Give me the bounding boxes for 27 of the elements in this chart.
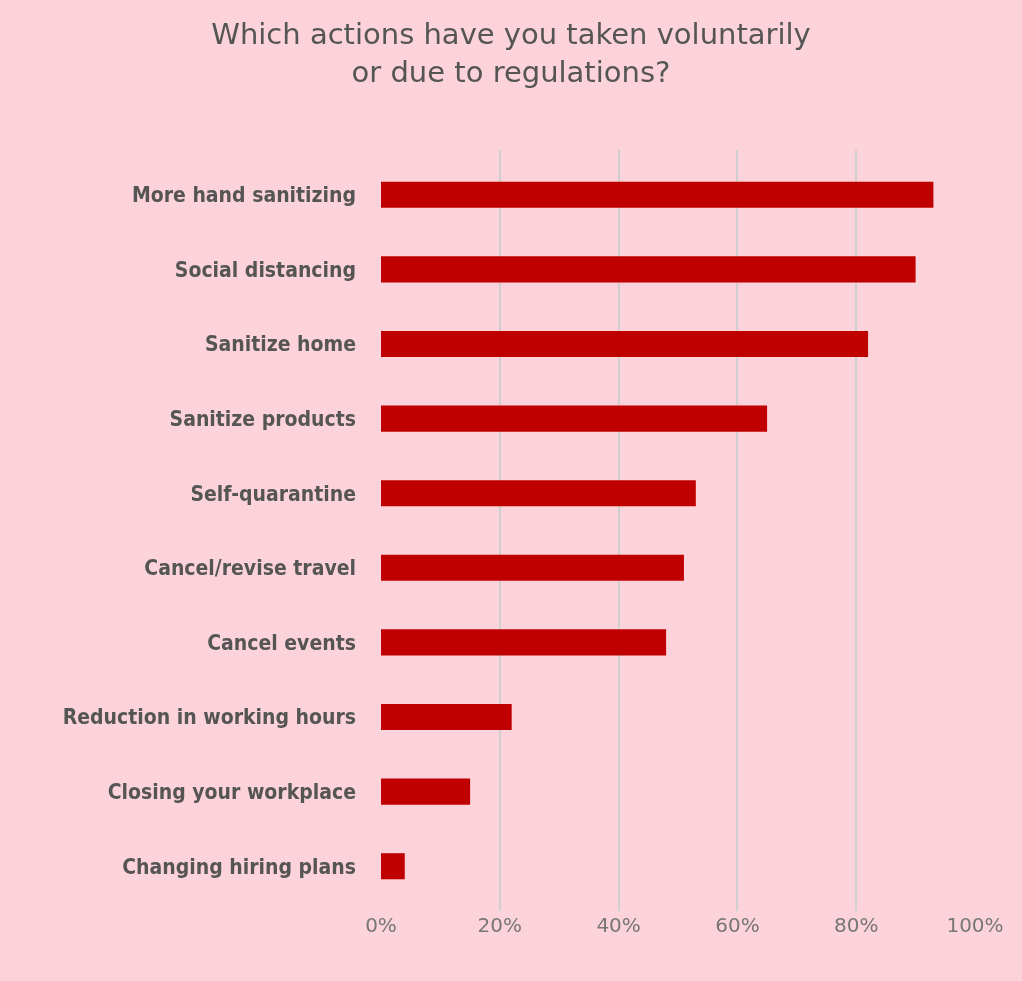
chart-title: Which actions have you taken voluntarily or due to regulations? [211, 17, 811, 89]
x-tick-label: 20% [477, 913, 523, 937]
bar [381, 181, 934, 208]
bar [381, 330, 869, 358]
bar [381, 629, 667, 656]
bar [381, 405, 768, 432]
bar [381, 853, 405, 880]
y-tick-label: Social distancing [174, 257, 356, 282]
y-tick-label: Cancel events [207, 630, 356, 655]
y-tick-label: Reduction in working hours [62, 705, 356, 730]
y-tick-label: Closing your workplace [107, 779, 356, 804]
y-tick-label: Self-quarantine [190, 481, 356, 506]
x-tick-label: 80% [833, 913, 879, 937]
y-tick-label: Sanitize products [169, 406, 356, 431]
y-tick-label: Sanitize home [204, 332, 356, 357]
bar [381, 554, 684, 581]
y-tick-label: More hand sanitizing [131, 183, 356, 208]
y-tick-label: Changing hiring plans [122, 854, 356, 879]
x-tick-label: 100% [946, 913, 1004, 937]
y-tick-label: Cancel/revise travel [144, 556, 356, 581]
x-tick-label: 40% [596, 913, 641, 937]
bar [381, 480, 696, 507]
x-tick-label: 0% [365, 913, 397, 937]
bar [381, 703, 512, 731]
bar [381, 778, 471, 805]
bar [381, 256, 916, 283]
x-tick-label: 60% [715, 913, 760, 937]
